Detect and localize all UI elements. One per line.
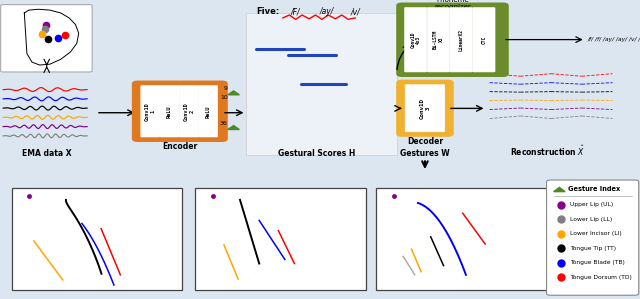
FancyBboxPatch shape [397, 4, 508, 76]
Text: Conv1D
3: Conv1D 3 [420, 97, 430, 119]
Text: Gestures W: Gestures W [400, 150, 450, 158]
FancyBboxPatch shape [450, 7, 472, 72]
Text: Phoneme
recognizer: Phoneme recognizer [434, 0, 471, 10]
FancyBboxPatch shape [397, 81, 452, 135]
Text: Gesture Index: Gesture Index [568, 186, 621, 192]
FancyBboxPatch shape [547, 180, 639, 295]
Text: Lower Lip (LL): Lower Lip (LL) [570, 217, 612, 222]
Text: 36: 36 [220, 121, 228, 126]
FancyBboxPatch shape [376, 187, 547, 290]
Text: ReLU: ReLU [205, 105, 211, 118]
Text: 9: 9 [224, 86, 228, 91]
FancyBboxPatch shape [141, 86, 160, 137]
FancyBboxPatch shape [160, 86, 179, 137]
Text: ReLU: ReLU [167, 105, 172, 118]
Text: Five:: Five: [256, 7, 279, 16]
Text: /v/: /v/ [350, 7, 360, 16]
Text: /F/: /F/ [291, 7, 301, 16]
Text: Conv1D
2: Conv1D 2 [184, 102, 194, 121]
Text: Tongue Tip (TT): Tongue Tip (TT) [570, 246, 616, 251]
FancyBboxPatch shape [246, 13, 397, 155]
Polygon shape [228, 91, 239, 95]
Text: /f/ /f/ /ay/ /ay/ /v/ /v/: /f/ /f/ /ay/ /ay/ /v/ /v/ [588, 37, 640, 42]
Text: CTC: CTC [481, 36, 486, 44]
Text: Tongue Blade (TB): Tongue Blade (TB) [570, 260, 625, 265]
Text: Decoder: Decoder [407, 137, 443, 146]
FancyBboxPatch shape [12, 187, 182, 290]
Text: /ay/: /ay/ [319, 7, 333, 16]
FancyBboxPatch shape [404, 7, 427, 72]
Text: Reconstruction $\hat{X}$: Reconstruction $\hat{X}$ [509, 144, 585, 158]
FancyBboxPatch shape [405, 85, 445, 132]
FancyBboxPatch shape [195, 187, 366, 290]
FancyBboxPatch shape [179, 86, 198, 137]
Text: Bi-LSTM
X3: Bi-LSTM X3 [433, 30, 444, 49]
Text: Lower Incisor (LI): Lower Incisor (LI) [570, 231, 622, 236]
FancyBboxPatch shape [428, 7, 450, 72]
Text: 10: 10 [220, 95, 228, 100]
Text: LinearX2: LinearX2 [459, 29, 463, 51]
Text: EMA data X: EMA data X [22, 150, 72, 158]
Text: Conv1D
4x3: Conv1D 4x3 [410, 31, 421, 48]
FancyBboxPatch shape [472, 7, 495, 72]
Polygon shape [228, 126, 239, 129]
Text: Encoder: Encoder [162, 142, 198, 151]
Text: Gestural Scores H: Gestural Scores H [278, 150, 355, 158]
FancyBboxPatch shape [198, 86, 218, 137]
Text: Upper Lip (UL): Upper Lip (UL) [570, 202, 614, 207]
Text: Conv1D
1: Conv1D 1 [145, 102, 156, 121]
Polygon shape [554, 187, 565, 192]
FancyBboxPatch shape [1, 4, 92, 72]
FancyBboxPatch shape [133, 82, 227, 141]
Text: Tongue Dorsum (TD): Tongue Dorsum (TD) [570, 274, 632, 280]
